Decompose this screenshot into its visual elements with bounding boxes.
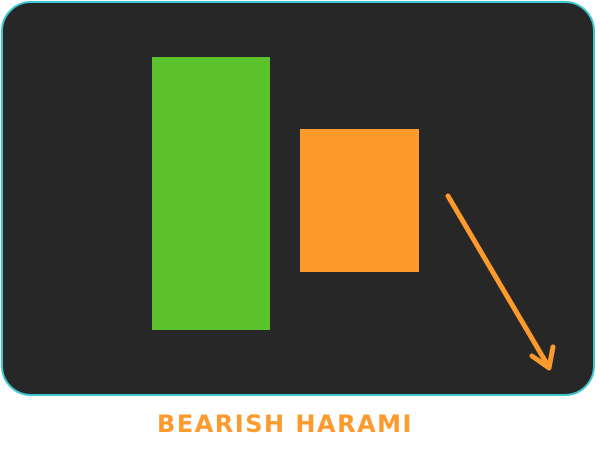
bearish-candle — [300, 129, 419, 272]
pattern-title: BEARISH HARAMI — [157, 410, 413, 438]
bullish-candle — [152, 57, 270, 330]
chart-panel — [1, 1, 595, 396]
